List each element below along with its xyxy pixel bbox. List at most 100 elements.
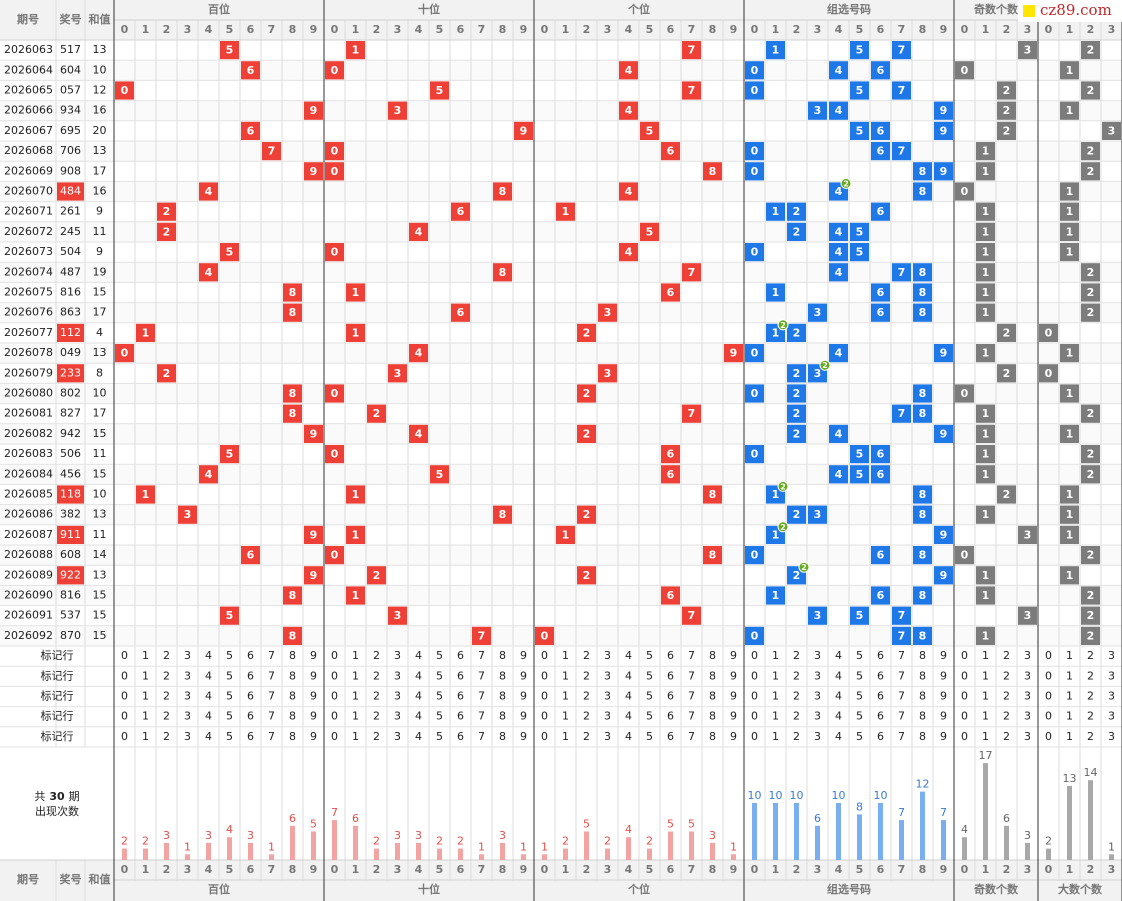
column-label: 4 (415, 863, 423, 876)
ball-label: 1 (142, 488, 150, 501)
ball (241, 546, 260, 565)
ball-label: 8 (709, 549, 717, 562)
count-label: 4 (961, 823, 968, 836)
column-label: 0 (541, 863, 549, 876)
ball (745, 61, 764, 80)
column-label: 4 (625, 863, 633, 876)
marker-digit: 1 (772, 710, 779, 723)
count-bar (1025, 842, 1030, 860)
marker-digit: 6 (457, 730, 464, 743)
ball (283, 303, 302, 322)
count-bar (626, 837, 631, 860)
ball (1060, 182, 1079, 201)
column-label: 6 (877, 863, 885, 876)
ball (493, 263, 512, 282)
ball-label: 0 (331, 448, 339, 461)
marker-digit: 5 (436, 669, 443, 682)
ball-label: 8 (919, 508, 927, 521)
sum: 15 (93, 286, 107, 299)
column-label: 9 (940, 23, 948, 36)
issue: 2026067 (4, 124, 53, 137)
column-label: 5 (436, 23, 444, 36)
ball-label: 1 (142, 326, 150, 339)
ball (766, 586, 785, 605)
column-label: 8 (919, 23, 927, 36)
count-label: 3 (415, 829, 422, 842)
column-label: 9 (310, 23, 318, 36)
count-bar (983, 763, 988, 860)
column-label: 5 (646, 23, 654, 36)
count-label: 1 (268, 840, 275, 853)
marker-digit: 4 (415, 710, 422, 723)
ball-label: 0 (331, 246, 339, 259)
marker-digit: 3 (1024, 690, 1031, 703)
marker-digit: 1 (352, 690, 359, 703)
logo-bg (1018, 0, 1122, 22)
repeat-badge-label: 2 (843, 179, 849, 188)
ball-label: 5 (856, 84, 864, 97)
ball (1081, 142, 1100, 161)
ball (199, 182, 218, 201)
repeat-badge (819, 359, 831, 371)
marker-digit: 0 (1045, 710, 1052, 723)
ball-label: 1 (772, 44, 780, 57)
ball-label: 3 (1024, 528, 1032, 541)
marker-digit: 4 (835, 730, 842, 743)
marker-digit: 8 (499, 690, 506, 703)
ball (283, 384, 302, 403)
ball-label: 8 (499, 266, 507, 279)
ball (1081, 606, 1100, 625)
ball (220, 445, 239, 464)
ball (997, 81, 1016, 100)
column-label: 7 (478, 863, 486, 876)
ball-label: 4 (625, 104, 633, 117)
ball-label: 6 (877, 124, 885, 137)
column-label: 5 (856, 863, 864, 876)
count-label: 10 (874, 789, 888, 802)
issue: 2026087 (4, 528, 53, 541)
ball-label: 6 (667, 468, 675, 481)
issue: 2026082 (4, 427, 53, 440)
ball (325, 142, 344, 161)
ball (199, 465, 218, 484)
ball-label: 3 (814, 306, 822, 319)
ball-label: 0 (331, 549, 339, 562)
issue: 2026079 (4, 366, 53, 379)
ball (430, 81, 449, 100)
ball (682, 81, 701, 100)
column-label: 6 (667, 23, 675, 36)
ball (892, 263, 911, 282)
column-label: 1 (352, 863, 360, 876)
count-bar (185, 854, 190, 860)
sum: 20 (93, 124, 107, 137)
ball-label: 6 (877, 205, 885, 218)
marker-digit: 5 (226, 690, 233, 703)
column-label: 7 (688, 23, 696, 36)
ball (766, 202, 785, 221)
ball-label: 2 (1003, 367, 1011, 380)
ball-label: 7 (898, 629, 906, 642)
ball (745, 445, 764, 464)
ball-label: 3 (814, 104, 822, 117)
marker-digit: 6 (667, 649, 674, 662)
ball (766, 41, 785, 60)
ball (976, 243, 995, 262)
ball (220, 606, 239, 625)
number: 057 (60, 84, 81, 97)
marker-digit: 1 (982, 690, 989, 703)
sum: 13 (93, 508, 107, 521)
ball-label: 2 (793, 407, 801, 420)
ball-label: 2 (1003, 326, 1011, 339)
ball-label: 1 (772, 589, 780, 602)
ball (745, 142, 764, 161)
marker-digit: 4 (415, 730, 422, 743)
ball-label: 5 (856, 225, 864, 238)
marker-digit: 1 (562, 710, 569, 723)
ball (976, 162, 995, 181)
count-label: 10 (790, 789, 804, 802)
ball (892, 606, 911, 625)
marker-digit: 3 (1108, 710, 1115, 723)
ball (976, 465, 995, 484)
marker-digit: 8 (709, 710, 716, 723)
marker-digit: 2 (793, 730, 800, 743)
